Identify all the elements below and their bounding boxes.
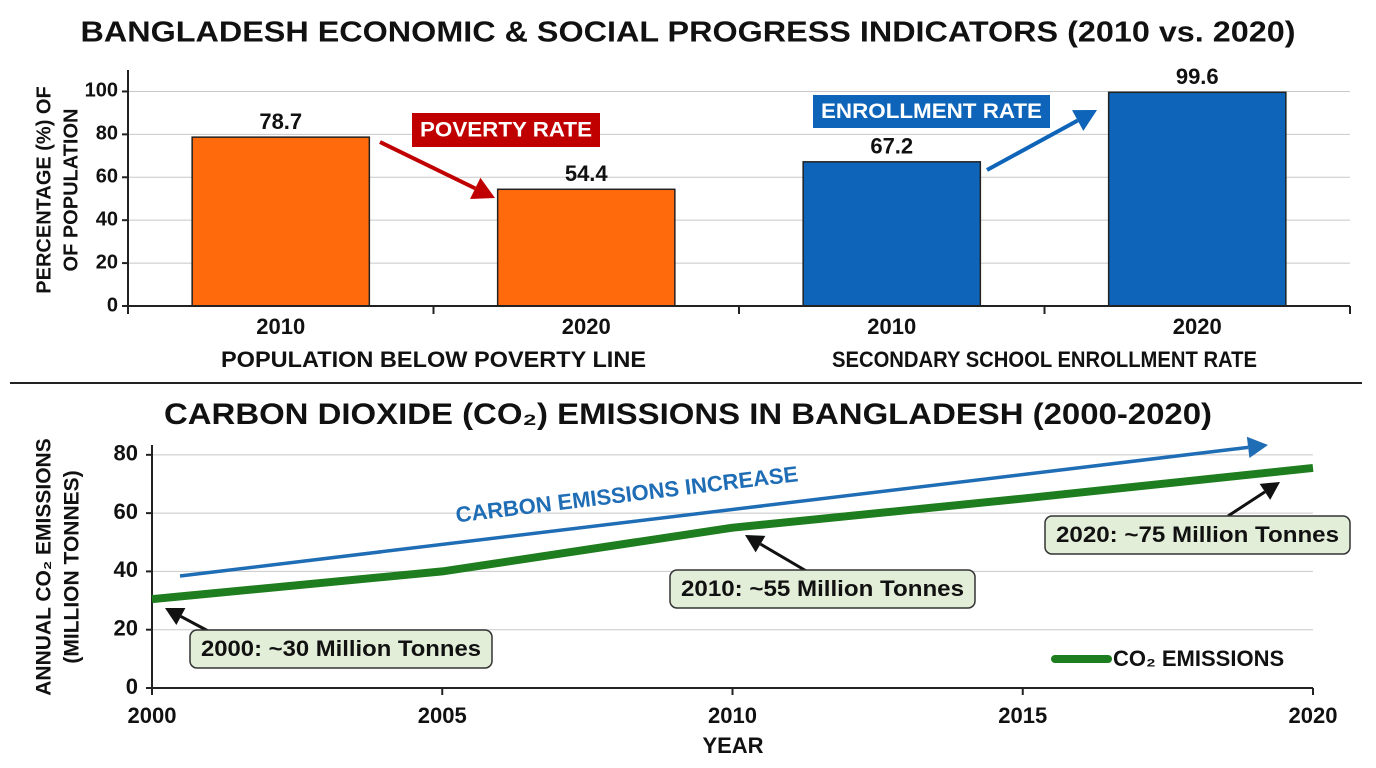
- annotation-box: [412, 113, 600, 147]
- y-axis-label: (MILLION TONNES): [61, 470, 84, 663]
- x-tick-label: 2020: [562, 314, 611, 339]
- page-title: BANGLADESH ECONOMIC & SOCIAL PROGRESS IN…: [81, 17, 1296, 49]
- y-axis-label: PERCENTAGE (%) OF: [33, 86, 55, 293]
- arrow-head: [745, 535, 766, 553]
- x-tick-label: 2010: [256, 314, 305, 339]
- y-tick-label: 80: [114, 441, 138, 466]
- y-tick-label: 100: [85, 80, 118, 102]
- y-tick-label: 60: [96, 166, 118, 188]
- x-tick-label: 2010: [708, 703, 757, 728]
- arrow-head: [1246, 436, 1268, 459]
- y-tick-label: 40: [114, 557, 138, 582]
- y-tick-label: 60: [114, 499, 138, 524]
- y-tick-label: 40: [96, 208, 118, 230]
- callout-label: 2010: ~55 Million Tonnes: [681, 576, 964, 601]
- bar: [802, 161, 982, 307]
- value-label: 99.6: [1176, 64, 1219, 89]
- callout-box: [189, 629, 493, 669]
- arrow-head: [165, 608, 186, 625]
- arrow-line: [986, 118, 1079, 172]
- chart-title: CARBON DIOXIDE (CO₂) EMISSIONS IN BANGLA…: [164, 398, 1212, 431]
- group-label: POPULATION BELOW POVERTY LINE: [221, 347, 646, 372]
- annotation-label: ENROLLMENT RATE: [821, 100, 1042, 123]
- arrow-line: [1227, 490, 1266, 518]
- x-tick-label: 2015: [998, 703, 1047, 728]
- arrow-head: [1259, 482, 1280, 500]
- value-label: 67.2: [870, 134, 913, 159]
- y-axis-label: OF POPULATION: [60, 109, 82, 272]
- arrow-line: [379, 140, 477, 191]
- callout-box: [1044, 515, 1351, 555]
- x-axis-label: YEAR: [702, 733, 763, 758]
- line: [151, 463, 1314, 604]
- x-tick-label: 2005: [418, 703, 467, 728]
- bar: [191, 136, 371, 307]
- bar: [496, 188, 676, 307]
- x-tick-label: 2020: [1289, 703, 1338, 728]
- x-tick-label: 2010: [867, 314, 916, 339]
- x-tick-label: 2000: [128, 703, 177, 728]
- legend-label: CO₂ EMISSIONS: [1113, 646, 1284, 671]
- annotation-box: [813, 95, 1050, 128]
- y-axis-label: ANNUAL CO₂ EMISSIONS: [33, 438, 56, 695]
- value-label: 54.4: [565, 161, 609, 186]
- y-tick-label: 80: [96, 123, 118, 145]
- y-tick-label: 20: [96, 251, 118, 273]
- group-label: SECONDARY SCHOOL ENROLLMENT RATE: [832, 347, 1257, 372]
- arrow-line: [759, 542, 809, 574]
- arrow-head: [1072, 110, 1097, 131]
- y-tick-label: 0: [126, 674, 138, 699]
- callout-box: [669, 569, 976, 609]
- callout-label: 2000: ~30 Million Tonnes: [201, 636, 481, 661]
- x-tick-label: 2020: [1173, 314, 1222, 339]
- callout-label: 2020: ~75 Million Tonnes: [1056, 522, 1339, 547]
- y-tick-label: 0: [107, 294, 118, 316]
- value-label: 78.7: [259, 109, 302, 134]
- bar: [1107, 91, 1287, 307]
- y-tick-label: 20: [114, 616, 138, 641]
- arrow-head: [470, 177, 495, 199]
- arrow-line: [179, 445, 1249, 578]
- annotation-label: POVERTY RATE: [420, 119, 592, 142]
